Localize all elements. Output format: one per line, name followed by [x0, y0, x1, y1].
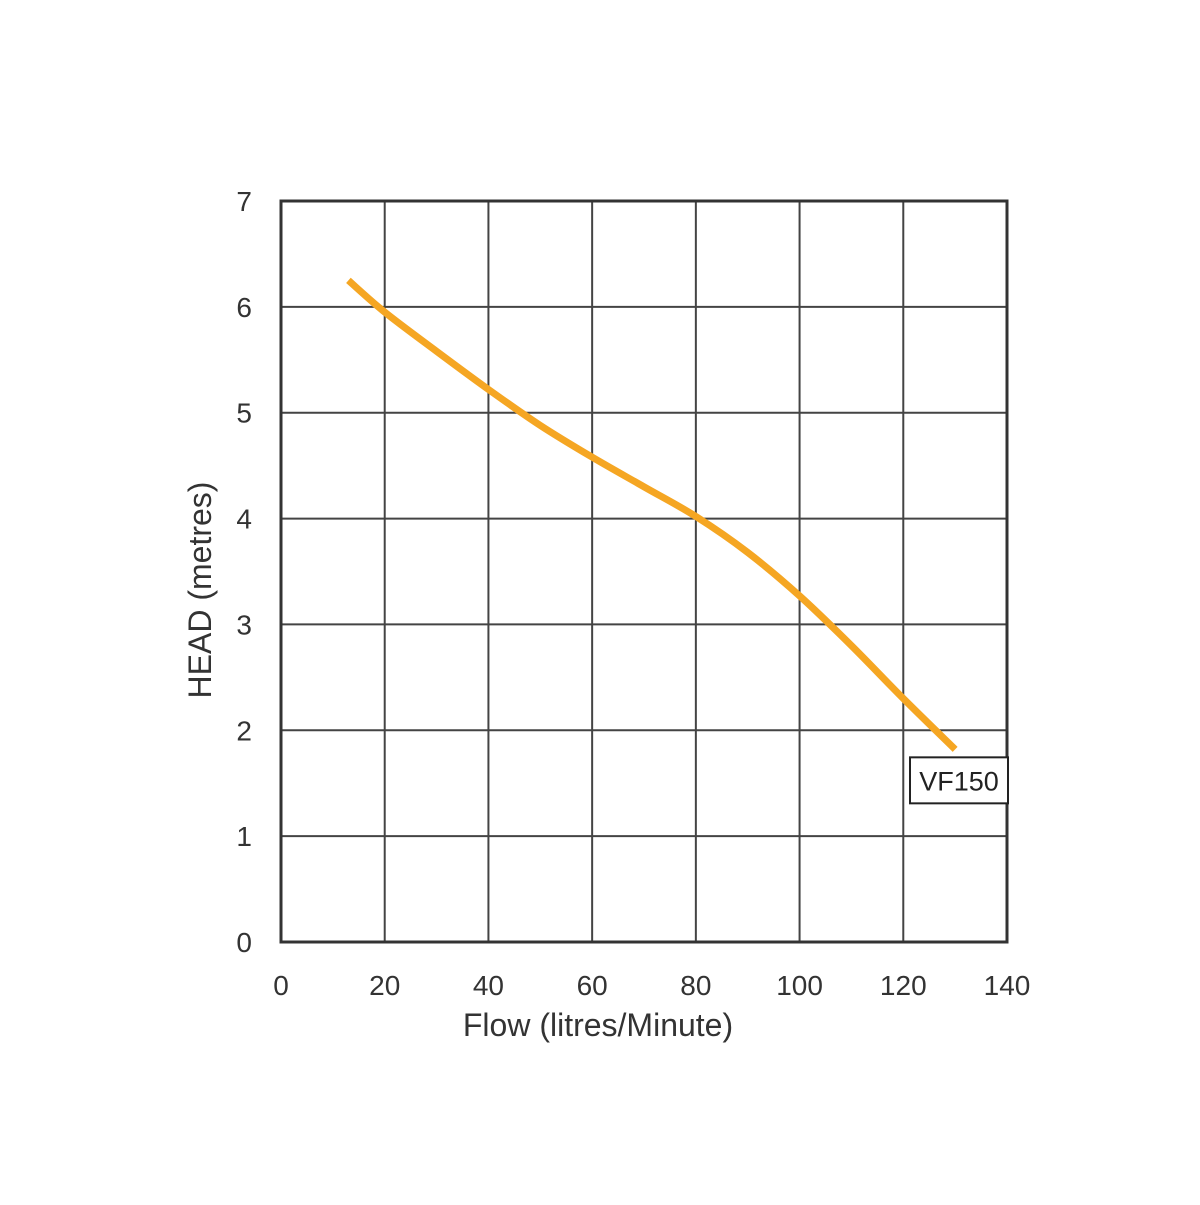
x-axis-ticks: 0 20 40 60 80 100 120 140	[273, 970, 1030, 1001]
x-axis-title: Flow (litres/Minute)	[463, 1007, 733, 1043]
x-tick-label: 140	[984, 970, 1031, 1001]
x-tick-label: 40	[473, 970, 504, 1001]
series-label: VF150	[919, 766, 999, 796]
y-tick-label: 3	[236, 609, 252, 640]
y-tick-label: 0	[236, 927, 252, 958]
grid	[281, 201, 1007, 942]
y-axis-title: HEAD (metres)	[182, 482, 218, 699]
series-line	[346, 277, 958, 752]
x-tick-label: 20	[369, 970, 400, 1001]
x-tick-label: 80	[680, 970, 711, 1001]
y-tick-label: 7	[236, 186, 252, 217]
x-tick-label: 0	[273, 970, 289, 1001]
y-tick-label: 2	[236, 715, 252, 746]
series-label-layer: VF150	[909, 756, 1009, 805]
plot-frame	[279, 199, 1009, 944]
x-tick-label: 120	[880, 970, 927, 1001]
x-tick-label: 100	[776, 970, 823, 1001]
y-tick-label: 1	[236, 821, 252, 852]
x-tick-label: 60	[577, 970, 608, 1001]
y-axis-ticks: 0 1 2 3 4 5 6 7	[236, 186, 252, 958]
y-tick-label: 6	[236, 292, 252, 323]
y-tick-label: 4	[236, 504, 252, 535]
series-layer	[346, 277, 958, 752]
y-tick-label: 5	[236, 398, 252, 429]
series-label-box	[909, 756, 1009, 805]
